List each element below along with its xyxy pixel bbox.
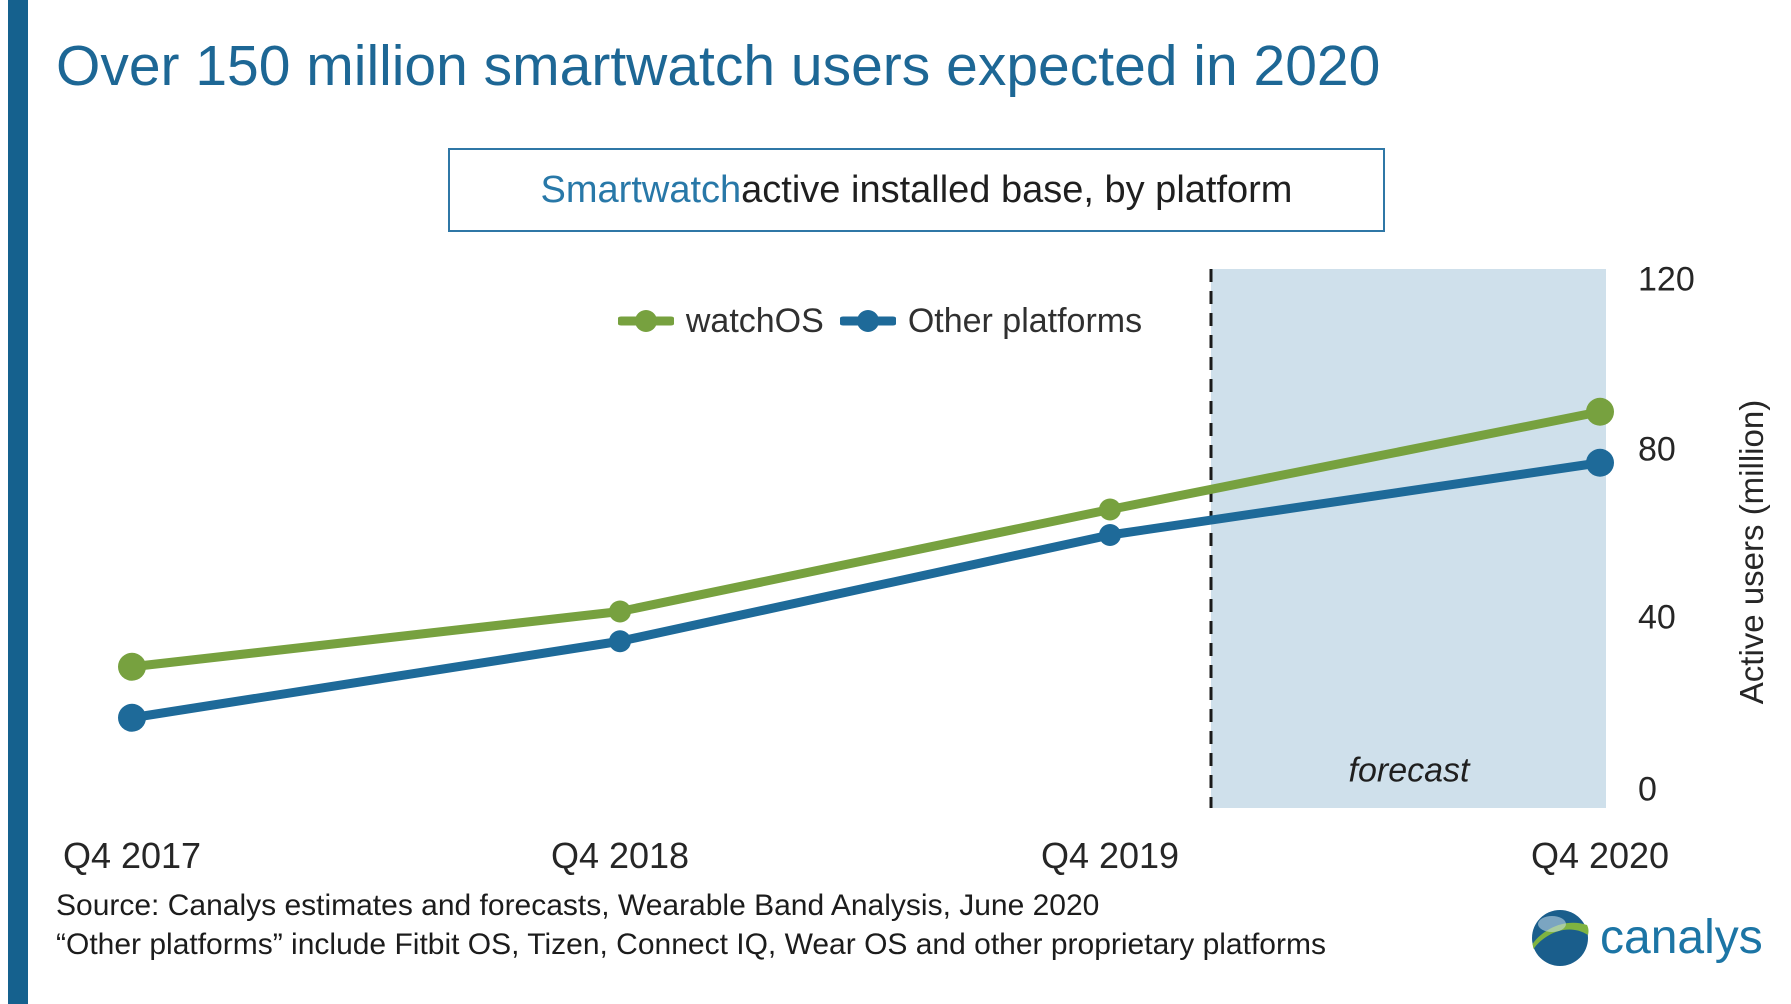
- data-point-watchos-q4-2019: [1099, 498, 1121, 521]
- x-tick-q4-2019: Q4 2019: [1040, 835, 1180, 876]
- legend-label-watchos: watchOS: [685, 301, 824, 340]
- chart-legend: watchOS Other platforms: [560, 298, 1200, 344]
- data-point-other-platforms-q4-2018: [609, 630, 631, 653]
- source-line-2: “Other platforms” include Fitbit OS, Tiz…: [56, 928, 1326, 961]
- x-tick-q4-2018: Q4 2018: [550, 835, 690, 876]
- forecast-region: [1211, 269, 1606, 808]
- other-platforms-line-marker-icon: [839, 310, 896, 332]
- page-title: Over 150 million smartwatch users expect…: [56, 34, 1381, 98]
- y-tick-120: 120: [1638, 260, 1695, 299]
- x-tick-q4-2020: Q4 2020: [1530, 835, 1670, 876]
- chart-subtitle-box: Smartwatch active installed base, by pla…: [448, 148, 1385, 232]
- canalys-logo: canalys: [1530, 904, 1763, 972]
- watchos-line-marker-icon: [617, 310, 674, 332]
- legend-label-other-platforms: Other platforms: [907, 301, 1143, 340]
- forecast-label: forecast: [1348, 751, 1470, 790]
- legend-item-watchos: watchOS: [617, 301, 824, 341]
- y-tick-0: 0: [1638, 770, 1657, 809]
- x-tick-q4-2017: Q4 2017: [62, 835, 202, 876]
- data-point-watchos-q4-2017: [118, 652, 146, 681]
- data-point-other-platforms-q4-2017: [118, 703, 146, 732]
- y-axis-title: Active users (million): [1733, 399, 1770, 705]
- subtitle-rest: active installed base, by platform: [741, 168, 1293, 211]
- canalys-globe-icon: [1532, 910, 1589, 966]
- data-point-watchos-q4-2018: [609, 600, 631, 623]
- y-tick-40: 40: [1638, 598, 1676, 637]
- left-accent-bar: [8, 0, 28, 1004]
- series-line-other-platforms: [127, 458, 1605, 723]
- canalys-logo-text: canalys: [1600, 911, 1763, 964]
- series-line-watchos: [127, 407, 1605, 672]
- data-point-other-platforms-q4-2019: [1099, 524, 1121, 546]
- data-point-watchos-q4-2020: [1586, 397, 1614, 426]
- y-tick-80: 80: [1638, 430, 1676, 469]
- source-note: Source: Canalys estimates and forecasts,…: [56, 886, 1326, 964]
- subtitle-highlight: Smartwatch: [540, 168, 742, 211]
- data-point-other-platforms-q4-2020: [1586, 448, 1614, 477]
- legend-item-other-platforms: Other platforms: [839, 301, 1143, 341]
- source-line-1: Source: Canalys estimates and forecasts,…: [56, 889, 1100, 922]
